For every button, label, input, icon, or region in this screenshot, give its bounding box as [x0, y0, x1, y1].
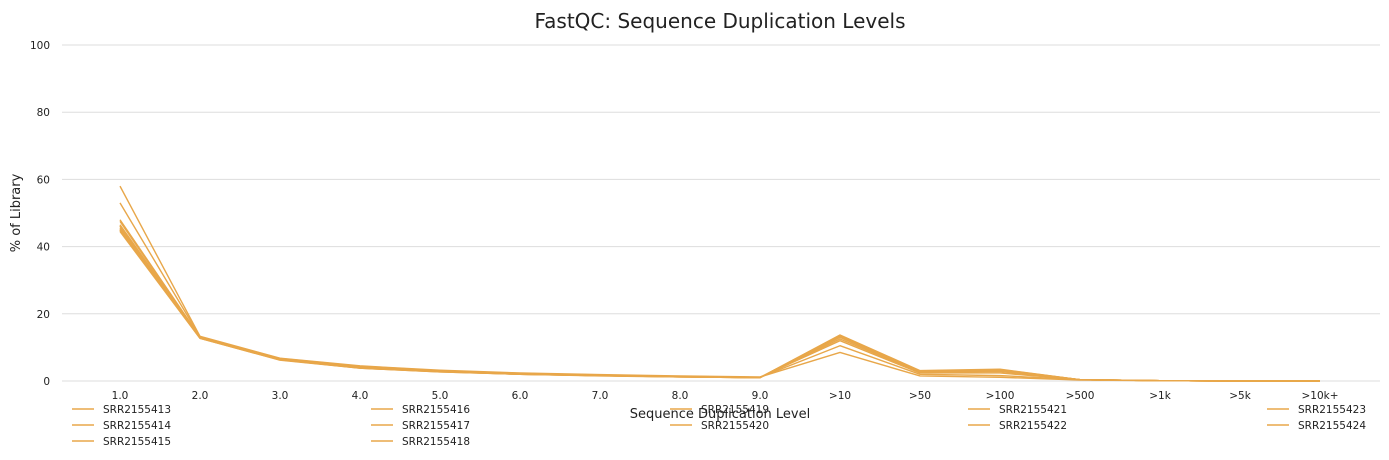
- x-tick-label: 3.0: [272, 390, 289, 402]
- y-tick-label: 100: [30, 40, 50, 52]
- y-tick-label: 20: [37, 309, 50, 321]
- legend-label: SRR2155418: [402, 436, 470, 448]
- x-tick-label: 5.0: [432, 390, 449, 402]
- legend-item-SRR2155421[interactable]: SRR2155421: [968, 404, 1067, 416]
- x-axis-ticks: 1.0 2.0 3.0 4.0 5.0 6.0 7.0 8.0 9.0 >10 >50 >100 >50…: [112, 390, 1339, 402]
- x-tick-label: >50: [909, 390, 931, 402]
- x-tick-label: 1.0: [112, 390, 129, 402]
- y-tick-label: 40: [37, 242, 50, 254]
- y-axis-ticks: 0 20 40 60 80 100: [30, 40, 50, 388]
- series-line-SRR2155417[interactable]: [119, 224, 1320, 382]
- x-tick-label: >100: [986, 390, 1015, 402]
- y-tick-label: 60: [37, 174, 50, 186]
- series-line-SRR2155420[interactable]: [119, 229, 1320, 382]
- legend-item-SRR2155417[interactable]: SRR2155417: [371, 420, 470, 432]
- legend-item-SRR2155420[interactable]: SRR2155420: [670, 420, 769, 432]
- series-line-SRR2155415[interactable]: [119, 219, 1320, 382]
- legend-label: SRR2155417: [402, 420, 470, 432]
- series-line-SRR2155419[interactable]: [119, 227, 1320, 382]
- legend-item-SRR2155422[interactable]: SRR2155422: [968, 420, 1067, 432]
- x-tick-label: >1k: [1149, 390, 1171, 402]
- x-axis-label: Sequence Duplication Level: [630, 407, 810, 422]
- legend-label: SRR2155421: [999, 404, 1067, 416]
- legend-label: SRR2155419: [701, 404, 769, 416]
- y-axis-label: % of Library: [9, 173, 24, 252]
- legend-item-SRR2155413[interactable]: SRR2155413: [72, 404, 171, 416]
- x-tick-label: 6.0: [512, 390, 529, 402]
- series-line-SRR2155414[interactable]: [119, 202, 1320, 382]
- legend[interactable]: SRR2155413 SRR2155414 SRR2155415 SRR2155416…: [72, 404, 1366, 448]
- x-tick-label: >5k: [1229, 390, 1251, 402]
- series-line-SRR2155421[interactable]: [119, 230, 1320, 382]
- series-line-SRR2155416[interactable]: [119, 221, 1320, 382]
- chart-title: FastQC: Sequence Duplication Levels: [534, 9, 905, 33]
- x-tick-label: 9.0: [752, 390, 769, 402]
- series-line-SRR2155418[interactable]: [119, 226, 1320, 382]
- x-tick-label: 7.0: [592, 390, 609, 402]
- legend-label: SRR2155422: [999, 420, 1067, 432]
- y-tick-label: 80: [37, 107, 50, 119]
- x-tick-label: >10k+: [1301, 390, 1338, 402]
- y-tick-label: 0: [43, 376, 50, 388]
- legend-item-SRR2155419[interactable]: SRR2155419: [670, 404, 769, 416]
- legend-item-SRR2155414[interactable]: SRR2155414: [72, 420, 171, 432]
- x-tick-label: 2.0: [192, 390, 209, 402]
- x-tick-label: 8.0: [672, 390, 689, 402]
- series-line-SRR2155424[interactable]: [119, 225, 1320, 382]
- legend-item-SRR2155424[interactable]: SRR2155424: [1267, 420, 1366, 432]
- x-tick-label: 4.0: [352, 390, 369, 402]
- legend-label: SRR2155416: [402, 404, 470, 416]
- x-tick-label: >10: [829, 390, 851, 402]
- series-line-SRR2155423[interactable]: [119, 228, 1320, 382]
- series-line-SRR2155422[interactable]: [119, 231, 1320, 382]
- legend-label: SRR2155420: [701, 420, 769, 432]
- series-line-SRR2155413[interactable]: [119, 185, 1320, 382]
- legend-label: SRR2155413: [103, 404, 171, 416]
- grid-lines: [62, 44, 1380, 382]
- legend-item-SRR2155415[interactable]: SRR2155415: [72, 436, 171, 448]
- legend-label: SRR2155424: [1298, 420, 1366, 432]
- series-lines: [119, 185, 1320, 382]
- legend-item-SRR2155418[interactable]: SRR2155418: [371, 436, 470, 448]
- legend-label: SRR2155415: [103, 436, 171, 448]
- x-tick-label: >500: [1066, 390, 1095, 402]
- legend-label: SRR2155423: [1298, 404, 1366, 416]
- legend-label: SRR2155414: [103, 420, 171, 432]
- legend-item-SRR2155416[interactable]: SRR2155416: [371, 404, 470, 416]
- legend-item-SRR2155423[interactable]: SRR2155423: [1267, 404, 1366, 416]
